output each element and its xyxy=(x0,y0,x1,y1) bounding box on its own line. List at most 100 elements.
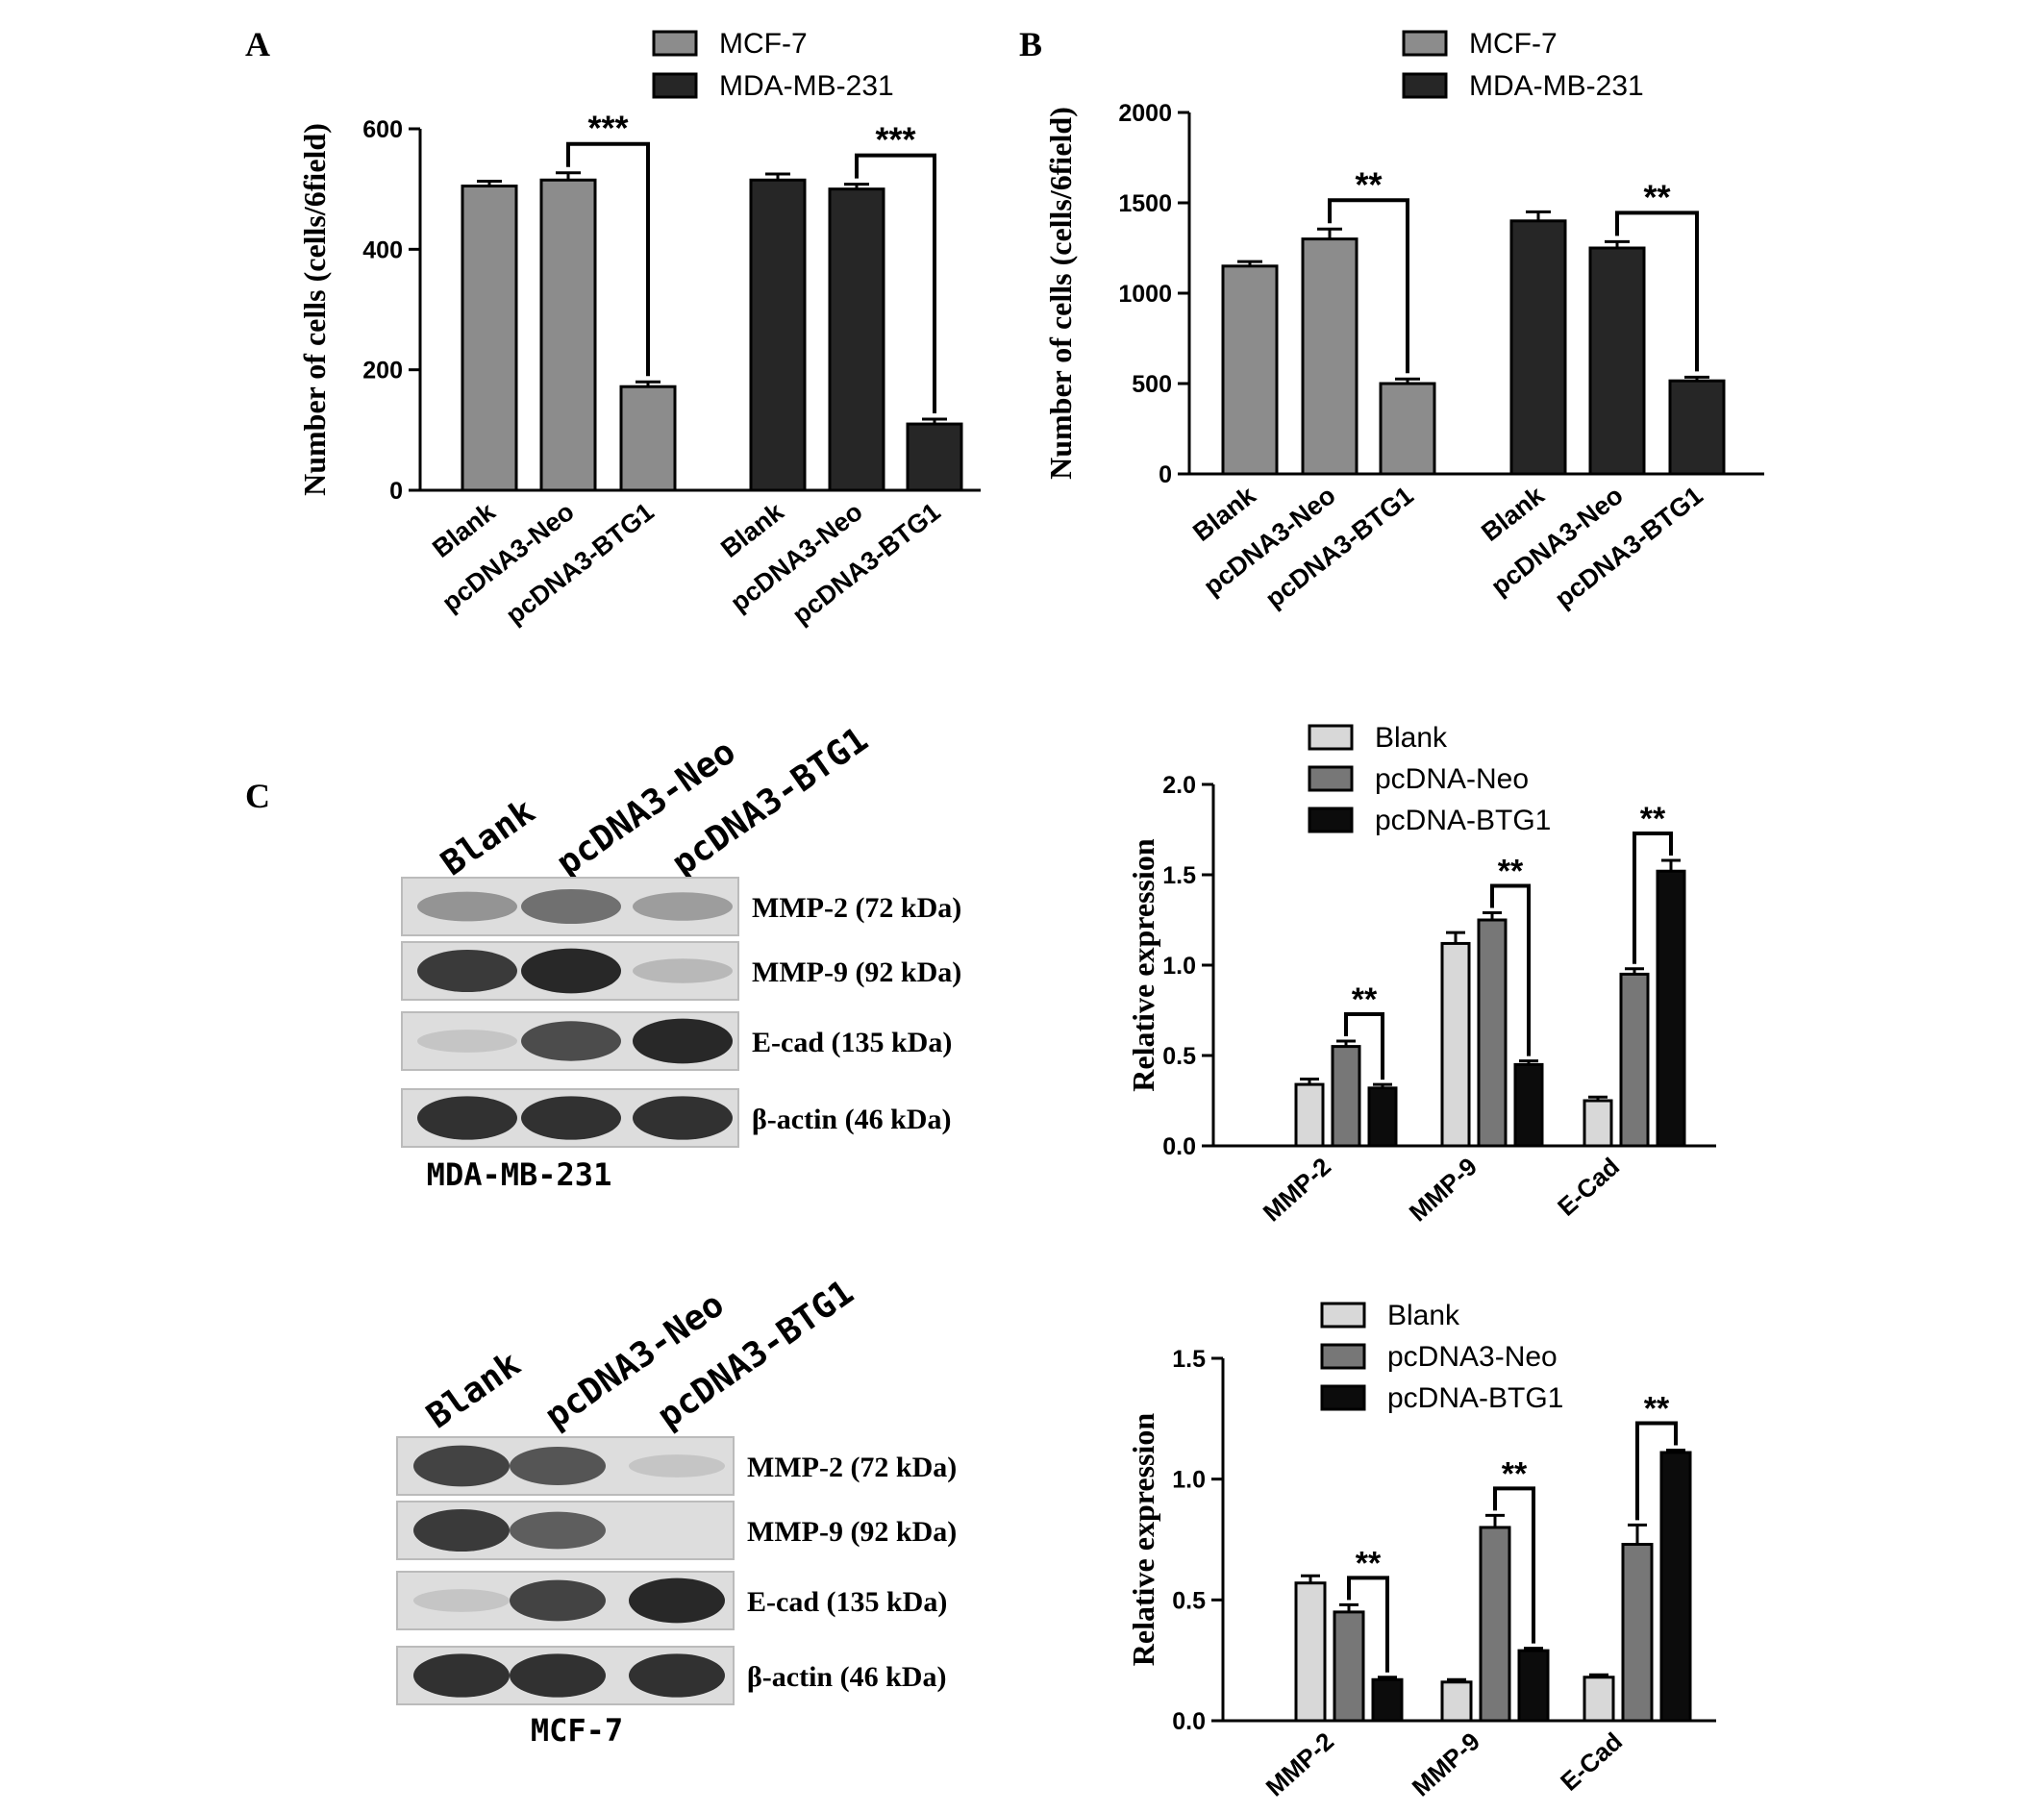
significance-bracket xyxy=(1633,831,1673,964)
legend-swatch xyxy=(1308,724,1354,751)
bar xyxy=(461,185,518,492)
blot-band xyxy=(633,892,733,921)
significance-bracket xyxy=(1347,1576,1389,1673)
blot-band xyxy=(417,891,517,922)
x-category-label: E-Cad xyxy=(1552,1152,1625,1222)
bar xyxy=(1513,1062,1544,1148)
bar xyxy=(1583,1676,1615,1723)
y-tick-label: 2.0 xyxy=(1162,772,1196,799)
bar xyxy=(749,178,807,492)
blot-band xyxy=(413,1445,510,1487)
bar xyxy=(1588,246,1646,476)
chart-b-cells-migration: 0 500 1000 1500 2000 Number of cells (cells/6… xyxy=(1043,28,1764,613)
blot-band xyxy=(629,1653,725,1698)
blot-lane-label: Blank xyxy=(420,1344,529,1436)
chart-a-cells-invasion: 0 200 400 600 Number of cells (cells/6field)… xyxy=(297,28,981,630)
blot-band-label: MMP-2 (72 kDa) xyxy=(752,892,961,924)
x-category-label: pcDNA3-BTG1 xyxy=(501,497,660,630)
blot-lane-label: Blank xyxy=(435,791,543,883)
bar xyxy=(1659,1451,1692,1723)
blot-band xyxy=(413,1508,510,1552)
bar xyxy=(1479,1526,1511,1723)
significance-marker: ** xyxy=(1640,801,1666,837)
x-category-label: E-Cad xyxy=(1555,1726,1628,1797)
bar xyxy=(1656,869,1686,1148)
blot-band-label: E-cad (135 kDa) xyxy=(747,1586,947,1618)
legend-label: MCF-7 xyxy=(1469,28,1558,60)
significance-bracket xyxy=(1490,883,1531,1056)
significance-marker: ** xyxy=(1356,1545,1382,1581)
bar xyxy=(906,422,963,492)
bar xyxy=(1619,972,1650,1148)
blot-caption: MDA-MB-231 xyxy=(427,1156,612,1193)
y-tick-label: 1.5 xyxy=(1172,1346,1206,1373)
bar xyxy=(1333,1610,1365,1723)
bar xyxy=(1301,237,1359,476)
blot-band-label: MMP-9 (92 kDa) xyxy=(747,1516,957,1548)
x-category-label: MMP-2 xyxy=(1258,1152,1336,1227)
blot-band xyxy=(633,1096,733,1140)
legend-label: pcDNA-BTG1 xyxy=(1375,805,1551,836)
legend-swatch xyxy=(1308,807,1354,833)
bar xyxy=(539,178,597,492)
significance-marker: ** xyxy=(1352,981,1378,1018)
bar xyxy=(619,385,677,492)
bar xyxy=(1221,264,1279,476)
significance-marker: *** xyxy=(587,109,628,148)
legend-swatch xyxy=(1308,765,1354,792)
significance-marker: ** xyxy=(1643,177,1670,216)
y-axis-label: Number of cells (cells/6field) xyxy=(297,123,332,496)
blot-band xyxy=(521,888,621,925)
significance-bracket xyxy=(1344,1011,1384,1080)
bar xyxy=(1583,1099,1613,1148)
legend-swatch xyxy=(652,30,698,57)
blot-band xyxy=(521,948,621,994)
bar xyxy=(1379,382,1436,476)
bar xyxy=(1509,219,1567,476)
legend-swatch xyxy=(1320,1384,1366,1411)
significance-bracket xyxy=(1635,1421,1678,1521)
y-tick-label: 1.0 xyxy=(1172,1467,1206,1494)
panel-label-a: A xyxy=(245,25,270,63)
significance-marker: ** xyxy=(1498,853,1524,889)
blot-band-label: β-actin (46 kDa) xyxy=(752,1104,951,1135)
significance-bracket xyxy=(855,153,936,414)
y-tick-label: 0 xyxy=(389,478,403,505)
x-category-label: pcDNA3-BTG1 xyxy=(1550,481,1708,613)
panel-label-b: B xyxy=(1019,25,1042,63)
bar xyxy=(1294,1082,1325,1148)
blot-band xyxy=(413,1653,510,1698)
blot-band xyxy=(417,1030,517,1053)
significance-marker: ** xyxy=(1355,164,1382,204)
bar xyxy=(1440,1680,1473,1723)
y-tick-label: 200 xyxy=(362,358,403,385)
significance-marker: ** xyxy=(1502,1455,1528,1492)
bar xyxy=(1668,379,1726,476)
x-category-label: MMP-9 xyxy=(1404,1152,1483,1227)
blot-lane-label: pcDNA3-BTG1 xyxy=(651,1273,861,1436)
legend-swatch xyxy=(652,72,698,99)
y-tick-label: 1000 xyxy=(1118,281,1172,308)
significance-bracket xyxy=(1328,198,1409,374)
y-tick-label: 400 xyxy=(362,236,403,263)
significance-bracket xyxy=(1615,211,1699,372)
legend-label: MDA-MB-231 xyxy=(719,70,894,102)
y-tick-label: 0.0 xyxy=(1162,1133,1196,1160)
bar xyxy=(1621,1543,1654,1723)
blot-band xyxy=(629,1454,725,1478)
legend-label: Blank xyxy=(1375,722,1448,754)
y-tick-label: 600 xyxy=(362,116,403,143)
blot-band xyxy=(629,1577,725,1624)
bar xyxy=(1294,1581,1327,1723)
blot-band xyxy=(521,1021,621,1061)
legend-label: pcDNA-BTG1 xyxy=(1387,1382,1563,1414)
blot-caption: MCF-7 xyxy=(531,1712,623,1749)
blot-band xyxy=(633,958,733,983)
legend-label: MCF-7 xyxy=(719,28,808,60)
blot-band xyxy=(510,1446,606,1486)
y-tick-label: 1.5 xyxy=(1162,862,1196,889)
bar xyxy=(828,187,885,492)
y-tick-label: 1500 xyxy=(1118,190,1172,217)
y-tick-label: 2000 xyxy=(1118,100,1172,127)
